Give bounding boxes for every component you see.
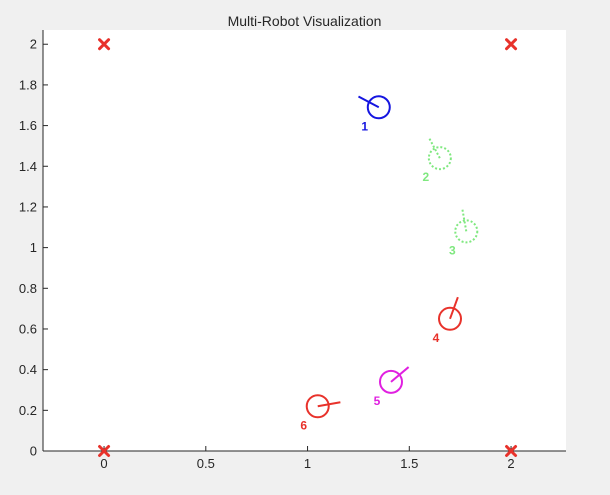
robot-4-label: 4 [433, 331, 440, 345]
y-tick-label: 2 [30, 37, 37, 52]
robot-6-body [305, 394, 330, 419]
robot-1-body [366, 95, 391, 120]
y-tick-label: 1 [30, 240, 37, 255]
robot-6-label: 6 [300, 418, 307, 432]
x-tick-label: 2 [507, 456, 514, 471]
robot-3-label: 3 [449, 243, 456, 257]
y-tick-label: 1.4 [19, 159, 37, 174]
y-tick-label: 1.8 [19, 77, 37, 92]
y-tick-label: 0.8 [19, 281, 37, 296]
corner-marker [505, 445, 518, 457]
y-tick-label: 1.6 [19, 118, 37, 133]
robot-5-heading [390, 366, 410, 383]
x-tick-label: 0 [100, 456, 107, 471]
robot-3-body [454, 219, 479, 244]
robot-2-label: 2 [422, 170, 429, 184]
robot-4-heading [449, 296, 459, 320]
robot-2-body [427, 146, 452, 171]
robot-5-label: 5 [374, 394, 381, 408]
y-tick-label: 0.4 [19, 362, 37, 377]
chart-title: Multi-Robot Visualization [228, 13, 382, 29]
chart-marks: 0 0.5 1 1.5 2 0 0.2 0.4 0.6 0.8 1 1.2 1.4 1.6 1.8 2 1 2 3 4… [19, 30, 566, 471]
x-tick-label: 0.5 [197, 456, 215, 471]
plot-area [43, 30, 566, 451]
robot-5-body [378, 369, 403, 394]
y-tick-label: 0.6 [19, 321, 37, 336]
corner-marker [98, 38, 111, 51]
x-tick-label: 1.5 [400, 456, 418, 471]
x-tick-label: 1 [304, 456, 311, 471]
corner-marker [98, 445, 111, 457]
corner-marker [505, 38, 518, 51]
y-tick-label: 1.2 [19, 199, 37, 214]
robot-4-body [438, 306, 463, 331]
robot-6-heading [317, 401, 341, 408]
robot-1-heading [358, 95, 380, 109]
y-tick-label: 0 [30, 444, 37, 459]
y-tick-label: 0.2 [19, 403, 37, 418]
robot-1-label: 1 [361, 119, 368, 133]
